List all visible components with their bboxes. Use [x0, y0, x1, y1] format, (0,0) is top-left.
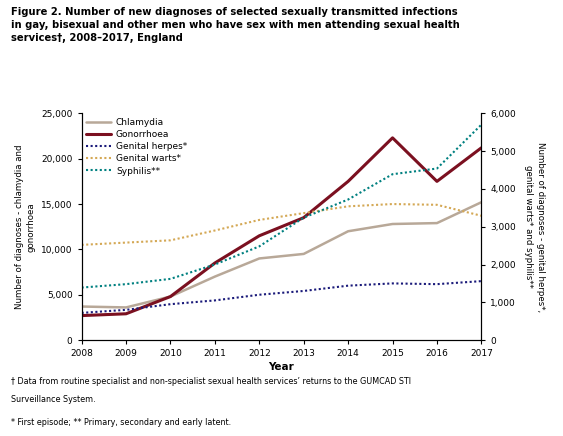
- Text: Figure 2. Number of new diagnoses of selected sexually transmitted infections
in: Figure 2. Number of new diagnoses of sel…: [11, 7, 460, 43]
- Syphilis**: [434, 166, 440, 171]
- Chlamydia: [78, 304, 85, 309]
- Gonorrhoea: [389, 135, 396, 140]
- Genital warts*: [300, 211, 307, 216]
- Genital warts*: [345, 204, 351, 209]
- Line: Gonorrhoea: Gonorrhoea: [82, 138, 481, 316]
- Chlamydia: [345, 228, 351, 234]
- Text: * First episode; ** Primary, secondary and early latent.: * First episode; ** Primary, secondary a…: [11, 418, 231, 427]
- Genital warts*: [478, 213, 485, 218]
- Chlamydia: [123, 305, 129, 310]
- Chlamydia: [478, 200, 485, 205]
- X-axis label: Year: Year: [269, 362, 294, 372]
- Text: Surveillance System.: Surveillance System.: [11, 395, 96, 404]
- Legend: Chlamydia, Gonorrhoea, Genital herpes*, Genital warts*, Syphilis**: Chlamydia, Gonorrhoea, Genital herpes*, …: [86, 118, 187, 176]
- Genital herpes*: [434, 282, 440, 287]
- Genital herpes*: [478, 279, 485, 284]
- Genital herpes*: [167, 302, 174, 307]
- Gonorrhoea: [478, 145, 485, 150]
- Y-axis label: Number of diagnoses - chlamydia and
gonorrhoea: Number of diagnoses - chlamydia and gono…: [15, 144, 35, 309]
- Genital warts*: [389, 201, 396, 207]
- Genital herpes*: [300, 288, 307, 293]
- Syphilis**: [78, 285, 85, 290]
- Genital warts*: [212, 228, 218, 233]
- Chlamydia: [434, 221, 440, 226]
- Genital warts*: [167, 238, 174, 243]
- Gonorrhoea: [212, 260, 218, 266]
- Genital herpes*: [345, 283, 351, 288]
- Gonorrhoea: [256, 233, 263, 238]
- Genital herpes*: [389, 281, 396, 286]
- Text: † Data from routine specialist and non-specialist sexual health services’ return: † Data from routine specialist and non-s…: [11, 377, 411, 386]
- Genital herpes*: [256, 292, 263, 297]
- Gonorrhoea: [434, 179, 440, 184]
- Y-axis label: Number of diagnoses - genital herpes*,
genital warts* and syphilis**: Number of diagnoses - genital herpes*, g…: [525, 142, 544, 312]
- Syphilis**: [300, 215, 307, 220]
- Syphilis**: [389, 172, 396, 177]
- Chlamydia: [389, 221, 396, 227]
- Gonorrhoea: [123, 311, 129, 317]
- Chlamydia: [300, 251, 307, 256]
- Line: Chlamydia: Chlamydia: [82, 202, 481, 307]
- Chlamydia: [256, 256, 263, 261]
- Gonorrhoea: [167, 294, 174, 299]
- Genital warts*: [78, 242, 85, 248]
- Genital herpes*: [78, 310, 85, 316]
- Gonorrhoea: [300, 215, 307, 220]
- Genital warts*: [434, 202, 440, 208]
- Line: Syphilis**: Syphilis**: [82, 125, 481, 288]
- Gonorrhoea: [345, 179, 351, 184]
- Chlamydia: [167, 294, 174, 299]
- Syphilis**: [123, 282, 129, 287]
- Syphilis**: [212, 262, 218, 267]
- Syphilis**: [167, 276, 174, 282]
- Syphilis**: [256, 244, 263, 249]
- Chlamydia: [212, 274, 218, 279]
- Genital herpes*: [212, 298, 218, 303]
- Syphilis**: [478, 122, 485, 127]
- Syphilis**: [345, 197, 351, 202]
- Genital warts*: [123, 240, 129, 245]
- Gonorrhoea: [78, 313, 85, 318]
- Genital herpes*: [123, 307, 129, 313]
- Genital warts*: [256, 217, 263, 222]
- Line: Genital warts*: Genital warts*: [82, 204, 481, 245]
- Line: Genital herpes*: Genital herpes*: [82, 281, 481, 313]
